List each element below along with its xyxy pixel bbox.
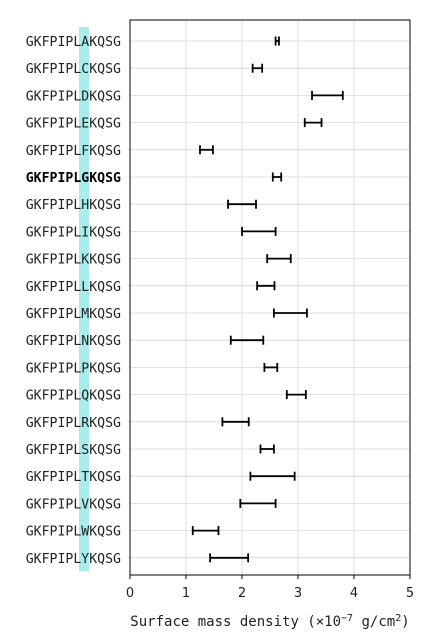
y-tick-label: GKFPIPLLKQSG bbox=[26, 280, 121, 295]
error-bar bbox=[227, 199, 257, 209]
y-tick-labels: GKFPIPLAKQSG GKFPIPLCKQSG GKFPIPLDKQSG GKFP… bbox=[26, 35, 121, 567]
error-bar bbox=[274, 36, 280, 46]
y-tick-label: GKFPIPLTKQSG bbox=[26, 470, 121, 485]
x-tick-label: 1 bbox=[182, 586, 190, 601]
y-tick-label: GKFPIPLWKQSG bbox=[26, 525, 121, 540]
highlight-band bbox=[79, 27, 89, 571]
x-axis-label-close: ) bbox=[401, 614, 409, 630]
y-tick-label: GKFPIPLYKQSG bbox=[26, 552, 121, 567]
error-bar bbox=[285, 390, 307, 400]
y-tick-label: GKFPIPLSKQSG bbox=[26, 443, 121, 458]
error-bar bbox=[263, 362, 279, 372]
x-axis-label-unit: g/cm bbox=[353, 614, 395, 630]
error-bar bbox=[241, 226, 277, 236]
y-tick-label: GKFPIPLNKQSG bbox=[26, 334, 121, 349]
x-ticks: 0 1 2 3 4 5 bbox=[126, 575, 414, 601]
x-axis-label-unit-exp: 2 bbox=[395, 613, 401, 624]
y-tick-label: GKFPIPLPKQSG bbox=[26, 361, 121, 376]
y-tick-label: GKFPIPLGKQSG bbox=[26, 171, 121, 186]
y-tick-label: GKFPIPLMKQSG bbox=[26, 307, 121, 322]
error-bar bbox=[266, 254, 292, 264]
x-axis-label-exp: −7 bbox=[341, 613, 353, 624]
error-bar bbox=[221, 417, 250, 427]
y-tick-label: GKFPIPLDKQSG bbox=[26, 89, 121, 104]
plot-frame bbox=[129, 19, 411, 576]
error-bar bbox=[311, 90, 344, 100]
error-bar bbox=[239, 498, 277, 508]
error-bar bbox=[249, 471, 296, 481]
error-bar bbox=[191, 526, 220, 536]
x-tick-label: 0 bbox=[126, 586, 134, 601]
error-bar bbox=[303, 118, 323, 128]
y-tick-label: GKFPIPLHKQSG bbox=[26, 198, 121, 213]
error-bar bbox=[273, 308, 308, 318]
error-bar bbox=[256, 281, 276, 291]
y-tick-label: GKFPIPLEKQSG bbox=[26, 117, 121, 132]
x-tick-label: 4 bbox=[350, 586, 358, 601]
y-tick-label: GKFPIPLRKQSG bbox=[26, 416, 121, 431]
x-tick-label: 3 bbox=[294, 586, 302, 601]
error-bar bbox=[229, 335, 265, 345]
x-tick-label: 2 bbox=[238, 586, 246, 601]
error-bar bbox=[199, 145, 214, 155]
x-tick-label: 5 bbox=[406, 586, 414, 601]
y-tick-label: GKFPIPLKKQSG bbox=[26, 253, 121, 268]
y-tick-label: GKFPIPLQKQSG bbox=[26, 389, 121, 404]
error-bar bbox=[209, 553, 250, 563]
y-tick-label: GKFPIPLAKQSG bbox=[26, 35, 121, 50]
error-bar bbox=[251, 63, 264, 73]
y-tick-label: GKFPIPLIKQSG bbox=[26, 225, 121, 240]
x-axis-label-main: Surface mass density (×10 bbox=[130, 614, 341, 630]
x-axis-label: Surface mass density (×10−7 g/cm2) bbox=[130, 613, 409, 631]
grid bbox=[130, 20, 410, 575]
error-bar bbox=[259, 444, 275, 454]
y-tick-label: GKFPIPLCKQSG bbox=[26, 62, 121, 77]
y-tick-label: GKFPIPLFKQSG bbox=[26, 144, 121, 159]
y-tick-label: GKFPIPLVKQSG bbox=[26, 497, 121, 512]
error-bars bbox=[191, 36, 344, 563]
error-bar bbox=[271, 172, 283, 182]
